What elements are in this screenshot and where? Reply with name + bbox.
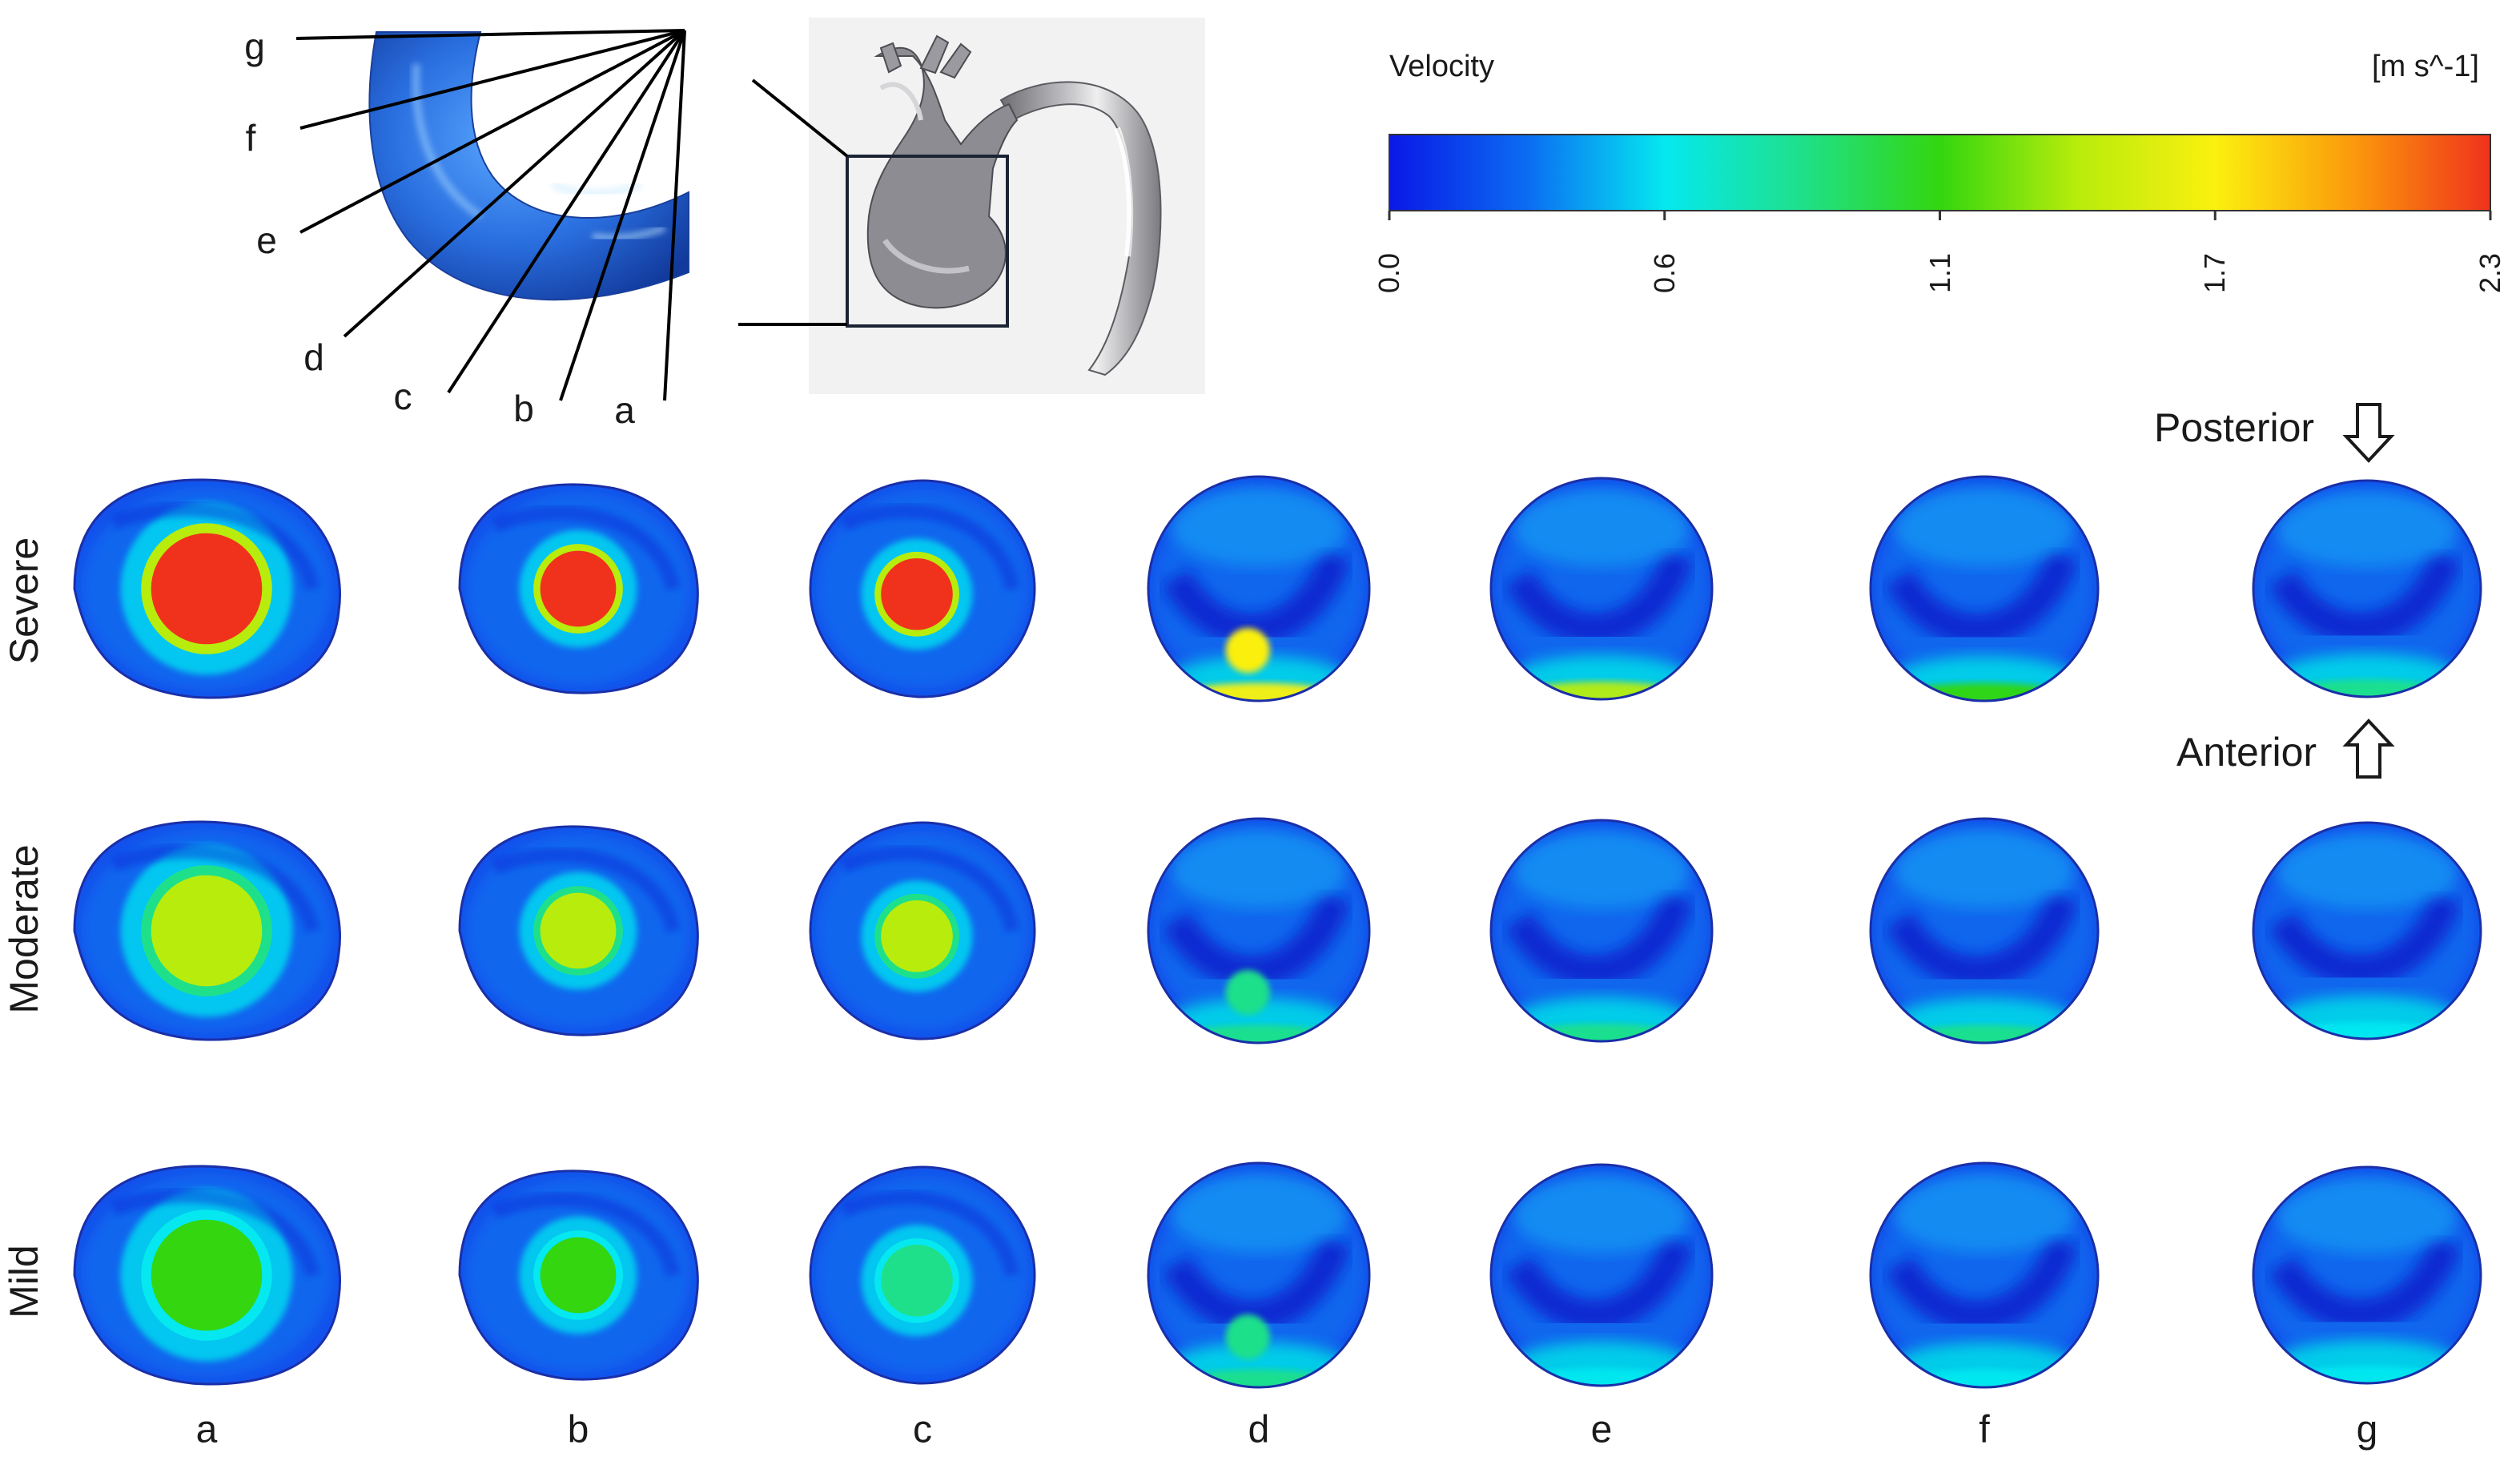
colorbar-tick-label: 1.1 xyxy=(1923,252,1956,294)
contour-plot-moderate-g xyxy=(2252,821,2482,1040)
contour-plot-severe-d xyxy=(1147,475,1371,702)
aorta-illustration xyxy=(738,18,1205,394)
anterior-label: Anterior xyxy=(2176,730,2317,775)
section-line xyxy=(299,29,685,234)
column-label-e: e xyxy=(1590,1408,1613,1451)
contour-plot-moderate-e xyxy=(1489,819,1714,1043)
contour-plot-severe-b xyxy=(458,483,699,694)
colorbar xyxy=(1388,134,2492,220)
column-label-c: c xyxy=(913,1408,932,1451)
contour-plot-severe-f xyxy=(1869,475,2100,702)
contour-plot-severe-g xyxy=(2252,479,2482,698)
contour-plot-moderate-f xyxy=(1869,817,2100,1044)
contour-plot-moderate-b xyxy=(458,825,699,1036)
column-label-b: b xyxy=(567,1408,589,1451)
colorbar-tick-label: 2.3 xyxy=(2474,252,2506,294)
section-label-g: g xyxy=(244,26,265,67)
colorbar-unit: [m s^-1] xyxy=(2372,50,2479,83)
section-label-e: e xyxy=(256,219,277,261)
colorbar-tick-label: 0.0 xyxy=(1373,252,1405,294)
section-label-a: a xyxy=(614,389,635,431)
section-line xyxy=(299,29,685,130)
column-label-f: f xyxy=(1979,1408,1990,1451)
section-label-b: b xyxy=(513,388,534,429)
contour-plot-mild-g xyxy=(2252,1165,2482,1385)
contour-plot-mild-b xyxy=(458,1169,699,1381)
row-label-severe: Severe xyxy=(2,537,46,665)
section-label-c: c xyxy=(393,376,412,417)
section-line xyxy=(663,30,686,401)
contour-plot-moderate-c xyxy=(809,821,1036,1040)
section-label-d: d xyxy=(303,336,324,378)
contour-plot-severe-c xyxy=(809,479,1036,698)
section-line xyxy=(559,30,686,401)
arch-segment-illustration xyxy=(295,29,689,401)
contour-plot-severe-e xyxy=(1489,477,1714,701)
column-label-a: a xyxy=(195,1408,218,1451)
colorbar-tick-label: 0.6 xyxy=(1647,252,1681,294)
anterior-arrow xyxy=(2342,718,2395,779)
section-lines xyxy=(295,29,686,401)
contour-plot-severe-a xyxy=(73,478,341,699)
contour-plot-mild-c xyxy=(809,1165,1036,1385)
posterior-arrow xyxy=(2342,403,2395,463)
section-line xyxy=(343,29,686,338)
colorbar-title: Velocity xyxy=(1389,50,1494,83)
row-label-moderate: Moderate xyxy=(2,844,46,1014)
section-label-f: f xyxy=(245,117,256,159)
row-label-mild: Mild xyxy=(2,1245,46,1318)
section-line xyxy=(447,29,686,394)
contour-grid xyxy=(73,475,2482,1389)
contour-plot-mild-f xyxy=(1869,1161,2100,1389)
section-line xyxy=(295,29,685,40)
contour-plot-moderate-a xyxy=(73,820,341,1041)
column-label-d: d xyxy=(1248,1408,1270,1451)
contour-plot-mild-e xyxy=(1489,1163,1714,1387)
contour-plot-mild-d xyxy=(1147,1161,1371,1389)
colorbar-tick-label: 1.7 xyxy=(2198,252,2232,294)
column-label-g: g xyxy=(2356,1408,2378,1451)
colorbar-ticks xyxy=(1388,211,2492,220)
contour-plot-moderate-d xyxy=(1147,817,1371,1044)
contour-plot-mild-a xyxy=(73,1165,341,1386)
posterior-label: Posterior xyxy=(2154,405,2315,450)
